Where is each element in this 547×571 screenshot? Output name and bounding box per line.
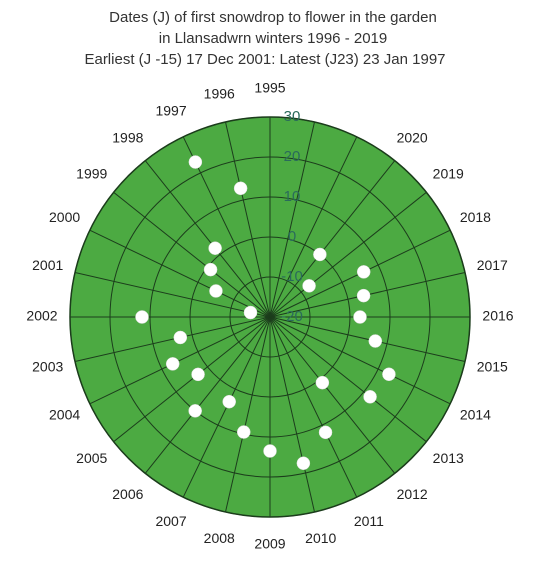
spoke: [269, 316, 427, 443]
data-point: [191, 367, 205, 382]
data-point: [263, 444, 277, 458]
category-label: 2013: [433, 450, 464, 466]
data-point: [188, 155, 203, 169]
category-label: 2003: [32, 358, 63, 374]
spoke: [144, 160, 271, 318]
category-label: 2007: [155, 513, 186, 529]
category-label: 2002: [26, 308, 57, 324]
spoke: [269, 160, 396, 318]
data-point: [243, 305, 258, 320]
data-point: [209, 284, 223, 298]
spoke: [89, 229, 271, 318]
data-point: [188, 404, 202, 418]
r-tick-label: -20: [281, 308, 303, 325]
spoke: [225, 316, 271, 513]
data-point: [356, 288, 371, 303]
data-point: [222, 394, 236, 409]
category-label: 2017: [477, 257, 508, 273]
category-label: 2014: [460, 407, 491, 423]
data-point: [318, 425, 333, 440]
data-point: [233, 181, 248, 196]
spoke: [269, 136, 358, 318]
r-tick-label: -10: [281, 268, 303, 285]
data-point: [315, 375, 330, 390]
category-label: 2015: [477, 358, 508, 374]
category-label: 2001: [32, 257, 63, 273]
spoke: [269, 316, 466, 362]
data-point: [296, 456, 311, 470]
category-label: 1995: [254, 80, 285, 96]
category-label: 2011: [354, 513, 384, 529]
data-point: [382, 367, 396, 382]
category-label: 1997: [155, 102, 186, 118]
category-label: 2019: [433, 166, 464, 182]
spoke: [269, 316, 315, 513]
data-point: [203, 262, 218, 277]
data-point: [236, 425, 251, 439]
spoke: [269, 191, 427, 318]
category-label: 1996: [204, 85, 235, 101]
data-point: [208, 241, 222, 255]
data-point: [313, 247, 327, 262]
category-label: 2020: [397, 129, 428, 145]
data-point: [368, 334, 383, 348]
category-label: 2010: [305, 530, 336, 546]
spoke: [113, 316, 271, 443]
data-point: [165, 357, 180, 371]
category-label: 2008: [204, 530, 235, 546]
category-label: 2012: [397, 486, 428, 502]
data-point: [353, 310, 367, 324]
r-tick-label: 10: [284, 188, 301, 205]
category-label: 2006: [112, 486, 143, 502]
spoke: [113, 191, 271, 318]
data-point: [173, 330, 188, 345]
category-label: 2009: [254, 536, 285, 552]
category-label: 1998: [112, 129, 143, 145]
data-point: [302, 279, 316, 293]
spoke: [225, 121, 271, 318]
data-point: [135, 310, 149, 324]
spoke: [74, 272, 271, 318]
data-point: [363, 390, 377, 404]
chart-title: Dates (J) of first snowdrop to flower in…: [109, 9, 437, 26]
r-tick-label: 30: [284, 108, 301, 125]
data-point: [356, 265, 371, 279]
category-label: 2018: [460, 209, 491, 225]
category-label: 2004: [49, 407, 80, 423]
spoke: [269, 316, 396, 474]
category-label: 2000: [49, 209, 80, 225]
spoke: [269, 121, 315, 318]
spoke: [89, 316, 271, 405]
spoke: [269, 316, 358, 498]
category-label: 1999: [76, 166, 107, 182]
annotation: Earliest (J -15) 17 Dec 2001: Latest (J2…: [84, 51, 445, 68]
chart-subtitle: in Llansadwrn winters 1996 - 2019: [159, 30, 387, 47]
category-label: 2005: [76, 450, 107, 466]
r-tick-label: 20: [284, 148, 301, 165]
r-tick-label: 0: [288, 228, 296, 245]
spoke: [74, 316, 271, 362]
spoke: [269, 316, 451, 405]
category-label: 2016: [482, 308, 513, 324]
spoke: [144, 316, 271, 474]
